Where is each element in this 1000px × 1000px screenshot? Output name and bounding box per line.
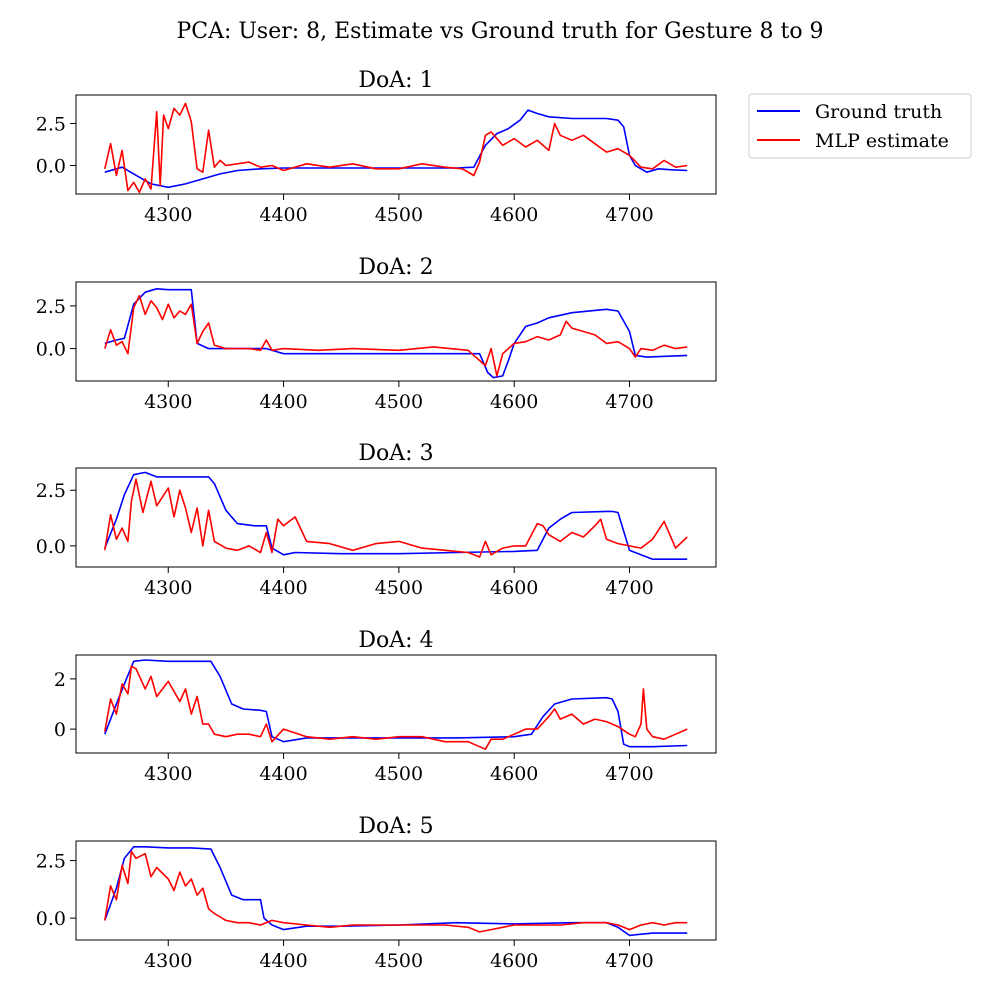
subplot-doa-1: DoA: 1 4300 4400 4500 4600 4700 0.0 2.5: [36, 68, 717, 226]
y-tick-label: 0.0: [36, 339, 66, 361]
x-tick-label: 4600: [490, 391, 538, 413]
x-tick-label: 4600: [490, 204, 538, 226]
y-tick-label: 2.5: [36, 480, 66, 502]
x-tick-label: 4400: [259, 204, 307, 226]
mlp-estimate-line: [104, 478, 688, 558]
y-tick-label: 0.0: [36, 155, 66, 177]
x-tick-label: 4400: [259, 391, 307, 413]
x-tick-label: 4700: [605, 577, 653, 599]
x-tick-label: 4400: [259, 950, 307, 972]
y-tick-label: 2.5: [36, 296, 66, 318]
y-tick-label: 0: [54, 719, 66, 741]
x-tick-label: 4700: [605, 950, 653, 972]
axes-frame: [75, 281, 717, 382]
series-group: [104, 287, 688, 379]
mlp-estimate-line: [104, 294, 688, 377]
ground-truth-line: [104, 471, 688, 561]
x-tick-label: 4500: [375, 204, 423, 226]
subplot-title: DoA: 5: [358, 814, 433, 839]
x-tick-label: 4600: [490, 950, 538, 972]
subplot-doa-3: DoA: 3 4300 4400 4500 4600 4700 0.0 2.5: [36, 441, 717, 599]
legend: Ground truth MLP estimate: [748, 93, 972, 159]
subplot-title: DoA: 1: [358, 68, 433, 93]
x-tick-label: 4300: [144, 204, 192, 226]
subplot-doa-2: DoA: 2 4300 4400 4500 4600 4700 0.0 2.5: [36, 255, 717, 413]
legend-label-mlp-estimate: MLP estimate: [815, 130, 949, 152]
axes-frame: [75, 467, 717, 568]
x-tick-label: 4700: [605, 763, 653, 785]
x-tick-label: 4600: [490, 763, 538, 785]
series-group: [104, 845, 688, 937]
mlp-estimate-line: [104, 850, 688, 933]
subplot-title: DoA: 2: [358, 255, 433, 280]
x-tick-label: 4500: [375, 391, 423, 413]
mlp-estimate-line: [104, 665, 688, 751]
series-group: [104, 102, 688, 194]
legend-frame: [748, 93, 972, 159]
y-tick-label: 2: [54, 669, 66, 691]
y-tick-label: 0.0: [36, 536, 66, 558]
axes-frame: [75, 840, 717, 941]
x-tick-label: 4500: [375, 950, 423, 972]
axes-frame: [75, 654, 717, 754]
x-tick-label: 4700: [605, 204, 653, 226]
x-tick-label: 4500: [375, 577, 423, 599]
x-tick-label: 4300: [144, 763, 192, 785]
x-tick-label: 4300: [144, 391, 192, 413]
subplot-title: DoA: 4: [358, 628, 433, 653]
ground-truth-line: [104, 659, 688, 748]
x-tick-label: 4300: [144, 577, 192, 599]
y-tick-label: 0.0: [36, 908, 66, 930]
subplot-doa-4: DoA: 4 4300 4400 4500 4600 4700 0 2: [54, 628, 717, 785]
x-tick-label: 4400: [259, 577, 307, 599]
subplot-doa-5: DoA: 5 4300 4400 4500 4600 4700 0.0 2.5: [36, 814, 717, 972]
x-tick-label: 4600: [490, 577, 538, 599]
x-tick-label: 4700: [605, 391, 653, 413]
y-tick-label: 2.5: [36, 114, 66, 136]
y-tick-label: 2.5: [36, 851, 66, 873]
mlp-estimate-line: [104, 102, 688, 194]
figure-title: PCA: User: 8, Estimate vs Ground truth f…: [176, 19, 823, 44]
x-tick-label: 4300: [144, 950, 192, 972]
x-tick-label: 4500: [375, 763, 423, 785]
series-group: [104, 471, 688, 561]
subplot-title: DoA: 3: [358, 441, 433, 466]
x-tick-label: 4400: [259, 763, 307, 785]
ground-truth-line: [104, 287, 688, 379]
series-group: [104, 659, 688, 751]
subplots-container: DoA: 1 4300 4400 4500 4600 4700 0.0 2.5 DoA: 2 43…: [36, 68, 717, 972]
axes-frame: [75, 94, 717, 195]
ground-truth-line: [104, 109, 688, 189]
legend-label-ground-truth: Ground truth: [815, 101, 942, 123]
